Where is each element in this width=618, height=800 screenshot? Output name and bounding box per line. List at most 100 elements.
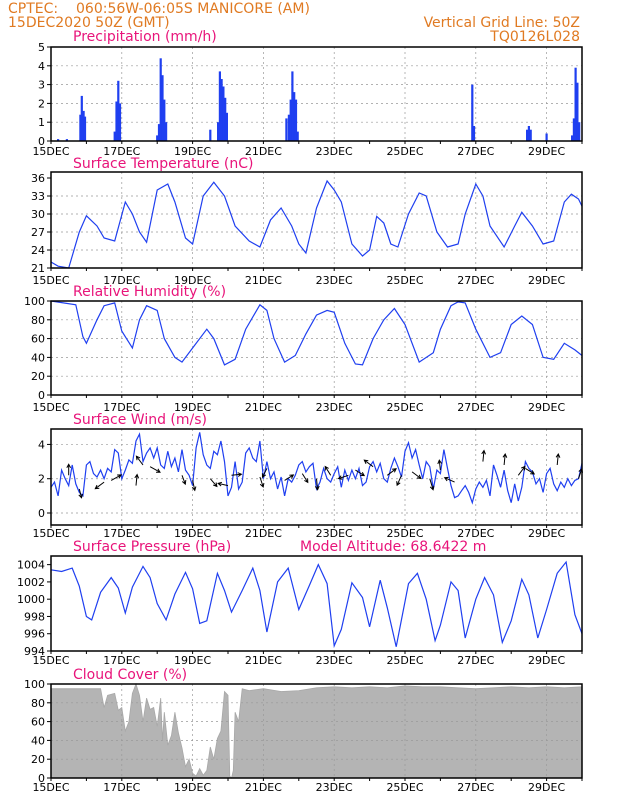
pressure-xtick-label: 23DEC [316, 654, 353, 667]
precip-bar [80, 95, 83, 141]
wind-xtick-label: 19DEC [174, 527, 211, 540]
precip-bar [222, 86, 225, 141]
wind-vector-arrow [284, 474, 295, 481]
cloud-xtick-label: 29DEC [528, 781, 565, 794]
precipitation-ytick-label: 2 [38, 97, 45, 110]
cloud-xtick-label: 25DEC [386, 781, 423, 794]
pressure-series-line [50, 560, 583, 649]
precip-bar [220, 79, 223, 141]
wind-vector-arrow [191, 480, 197, 492]
precip-bar [83, 116, 87, 141]
start-time-label: 15DEC2020 50Z (GMT) [8, 15, 170, 31]
pressure-frame [50, 555, 583, 652]
cloud-ytick-label: 80 [31, 697, 45, 710]
precip-bar [472, 126, 476, 141]
humidity-xtick-label: 23DEC [316, 401, 353, 414]
model-altitude-label: Model Altitude: 68.6422 m [300, 539, 486, 555]
precip-bar [225, 112, 228, 141]
wind-vector-arrow [301, 473, 309, 484]
cloud-xtick-label: 17DEC [103, 781, 140, 794]
humidity-series-line [50, 300, 583, 366]
precipitation-xtick-label: 23DEC [316, 145, 353, 158]
precip-bar [545, 133, 548, 141]
humidity-ytick-label: 60 [31, 333, 45, 346]
cloud-xtick-label: 15DEC [32, 781, 69, 794]
wind-vector-arrow [443, 476, 455, 483]
wind-vector-arrow [429, 478, 435, 491]
cloud-ytick-label: 0 [38, 772, 45, 785]
precipitation-ytick-label: 1 [38, 116, 45, 129]
temperature-xtick-label: 29DEC [528, 274, 565, 287]
temperature-xtick-label: 19DEC [174, 274, 211, 287]
wind-xtick-label: 27DEC [457, 527, 494, 540]
precip-bar [161, 75, 164, 141]
pressure-xtick-label: 21DEC [245, 654, 282, 667]
grid-note-label: Vertical Grid Line: 50Z [424, 15, 580, 31]
precip-bar [113, 131, 116, 141]
humidity-xtick-label: 19DEC [174, 401, 211, 414]
pressure-ytick-label: 1004 [17, 559, 45, 572]
precip-bar [159, 58, 162, 141]
wind-ytick-label: 0 [38, 507, 45, 520]
wind-vector-arrow [363, 459, 374, 468]
precipitation-panel-title: Precipitation (mm/h) [73, 29, 217, 45]
wind-xtick-label: 25DEC [386, 527, 423, 540]
precipitation-xtick-label: 19DEC [174, 145, 211, 158]
precip-bar [224, 97, 227, 141]
wind-panel: 0 2 4 15DEC 17DEC 19DEC 21DEC 23DEC 25DEC 27DEC 29… [32, 412, 583, 540]
precip-bar [82, 110, 85, 141]
cloud-xtick-label: 23DEC [316, 781, 353, 794]
precip-bar [217, 122, 220, 141]
humidity-xtick-label: 17DEC [103, 401, 140, 414]
pressure-ytick-label: 996 [24, 628, 45, 641]
model-code-label: TQ0126L028 [489, 29, 580, 45]
temperature-xtick-label: 25DEC [386, 274, 423, 287]
pressure-ytick-label: 994 [24, 645, 45, 658]
wind-vector-arrow [135, 455, 144, 466]
temperature-xtick-label: 21DEC [245, 274, 282, 287]
precip-bar [574, 67, 577, 141]
precipitation-xtick-label: 15DEC [32, 145, 69, 158]
cloud-panel-title: Cloud Cover (%) [73, 667, 187, 683]
precipitation-panel: 0 1 2 3 4 5 15DEC 17DEC 19DEC 21DEC 23DEC 25DEC 27DE… [32, 29, 583, 158]
humidity-panel: 0 20 40 60 80 100 15DEC 17DEC 19DEC 21DEC 23DEC 25D… [24, 284, 583, 414]
precip-bar [57, 139, 60, 141]
precip-bar [527, 126, 530, 141]
wind-vector-arrow [481, 449, 486, 462]
temperature-xtick-label: 27DEC [457, 274, 494, 287]
temperature-panel: 21 24 27 30 33 36 15DEC 17DEC 19DEC 21DEC 23DEC 25D… [31, 156, 583, 287]
wind-vector-arrow [217, 481, 229, 487]
cloud-ytick-label: 40 [31, 734, 45, 747]
humidity-ytick-label: 100 [24, 295, 45, 308]
precipitation-xtick-label: 17DEC [103, 145, 140, 158]
humidity-xtick-label: 15DEC [32, 401, 69, 414]
pressure-xtick-label: 17DEC [103, 654, 140, 667]
wind-vector-arrow [525, 467, 536, 475]
pressure-xtick-label: 19DEC [174, 654, 211, 667]
precip-bar [471, 84, 474, 141]
humidity-ytick-label: 80 [31, 314, 45, 327]
wind-xtick-label: 23DEC [316, 527, 353, 540]
precipitation-xtick-label: 29DEC [528, 145, 565, 158]
precip-bar [79, 114, 82, 141]
pressure-xtick-label: 27DEC [457, 654, 494, 667]
wind-vector-arrow [411, 471, 422, 480]
precip-bar [289, 99, 292, 141]
precip-bar [115, 101, 118, 141]
wind-vector-arrow [437, 459, 443, 471]
temperature-ytick-label: 30 [31, 208, 45, 221]
location-label: 060:56W-06:05S MANICORE (AM) [76, 1, 310, 17]
precip-bar [287, 114, 290, 141]
wind-vector-arrow [324, 465, 332, 476]
precipitation-ytick-label: 3 [38, 79, 45, 92]
cloud-cover-area [51, 684, 582, 778]
precipitation-ytick-label: 0 [38, 135, 45, 148]
wind-vector-arrow [314, 478, 320, 491]
pressure-panel-title: Surface Pressure (hPa) [73, 539, 231, 555]
wind-vector-arrow [555, 452, 561, 466]
cloud-xtick-label: 21DEC [245, 781, 282, 794]
temperature-ytick-label: 27 [31, 226, 45, 239]
humidity-xtick-label: 21DEC [245, 401, 282, 414]
wind-series-line [50, 432, 583, 505]
wind-xtick-label: 15DEC [32, 527, 69, 540]
